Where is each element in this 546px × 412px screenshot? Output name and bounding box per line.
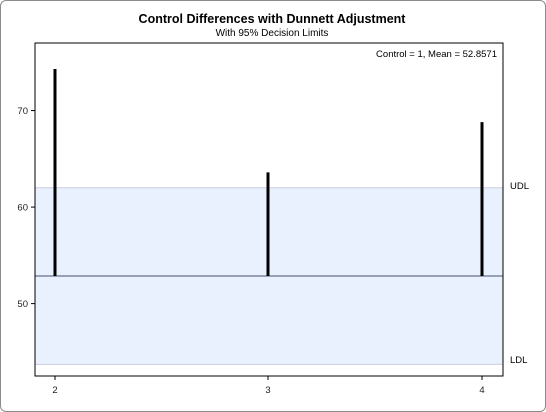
plot-area: 50 60 70 2 3 4 bbox=[17, 42, 504, 396]
y-tick-label: 60 bbox=[17, 203, 28, 214]
chart-subtitle: With 95% Decision Limits bbox=[216, 28, 329, 39]
plot-border bbox=[34, 42, 504, 377]
y-tick-label: 70 bbox=[17, 106, 28, 117]
x-tick-label: 4 bbox=[479, 385, 484, 396]
udl-label: UDL bbox=[510, 181, 529, 192]
x-tick-label: 2 bbox=[52, 385, 57, 396]
ldl-label: LDL bbox=[510, 355, 527, 366]
chart-title: Control Differences with Dunnett Adjustm… bbox=[139, 12, 407, 26]
y-tick-label: 50 bbox=[17, 299, 28, 310]
control-mean-inset: Control = 1, Mean = 52.8571 bbox=[376, 49, 497, 60]
x-tick-label: 3 bbox=[265, 385, 270, 396]
